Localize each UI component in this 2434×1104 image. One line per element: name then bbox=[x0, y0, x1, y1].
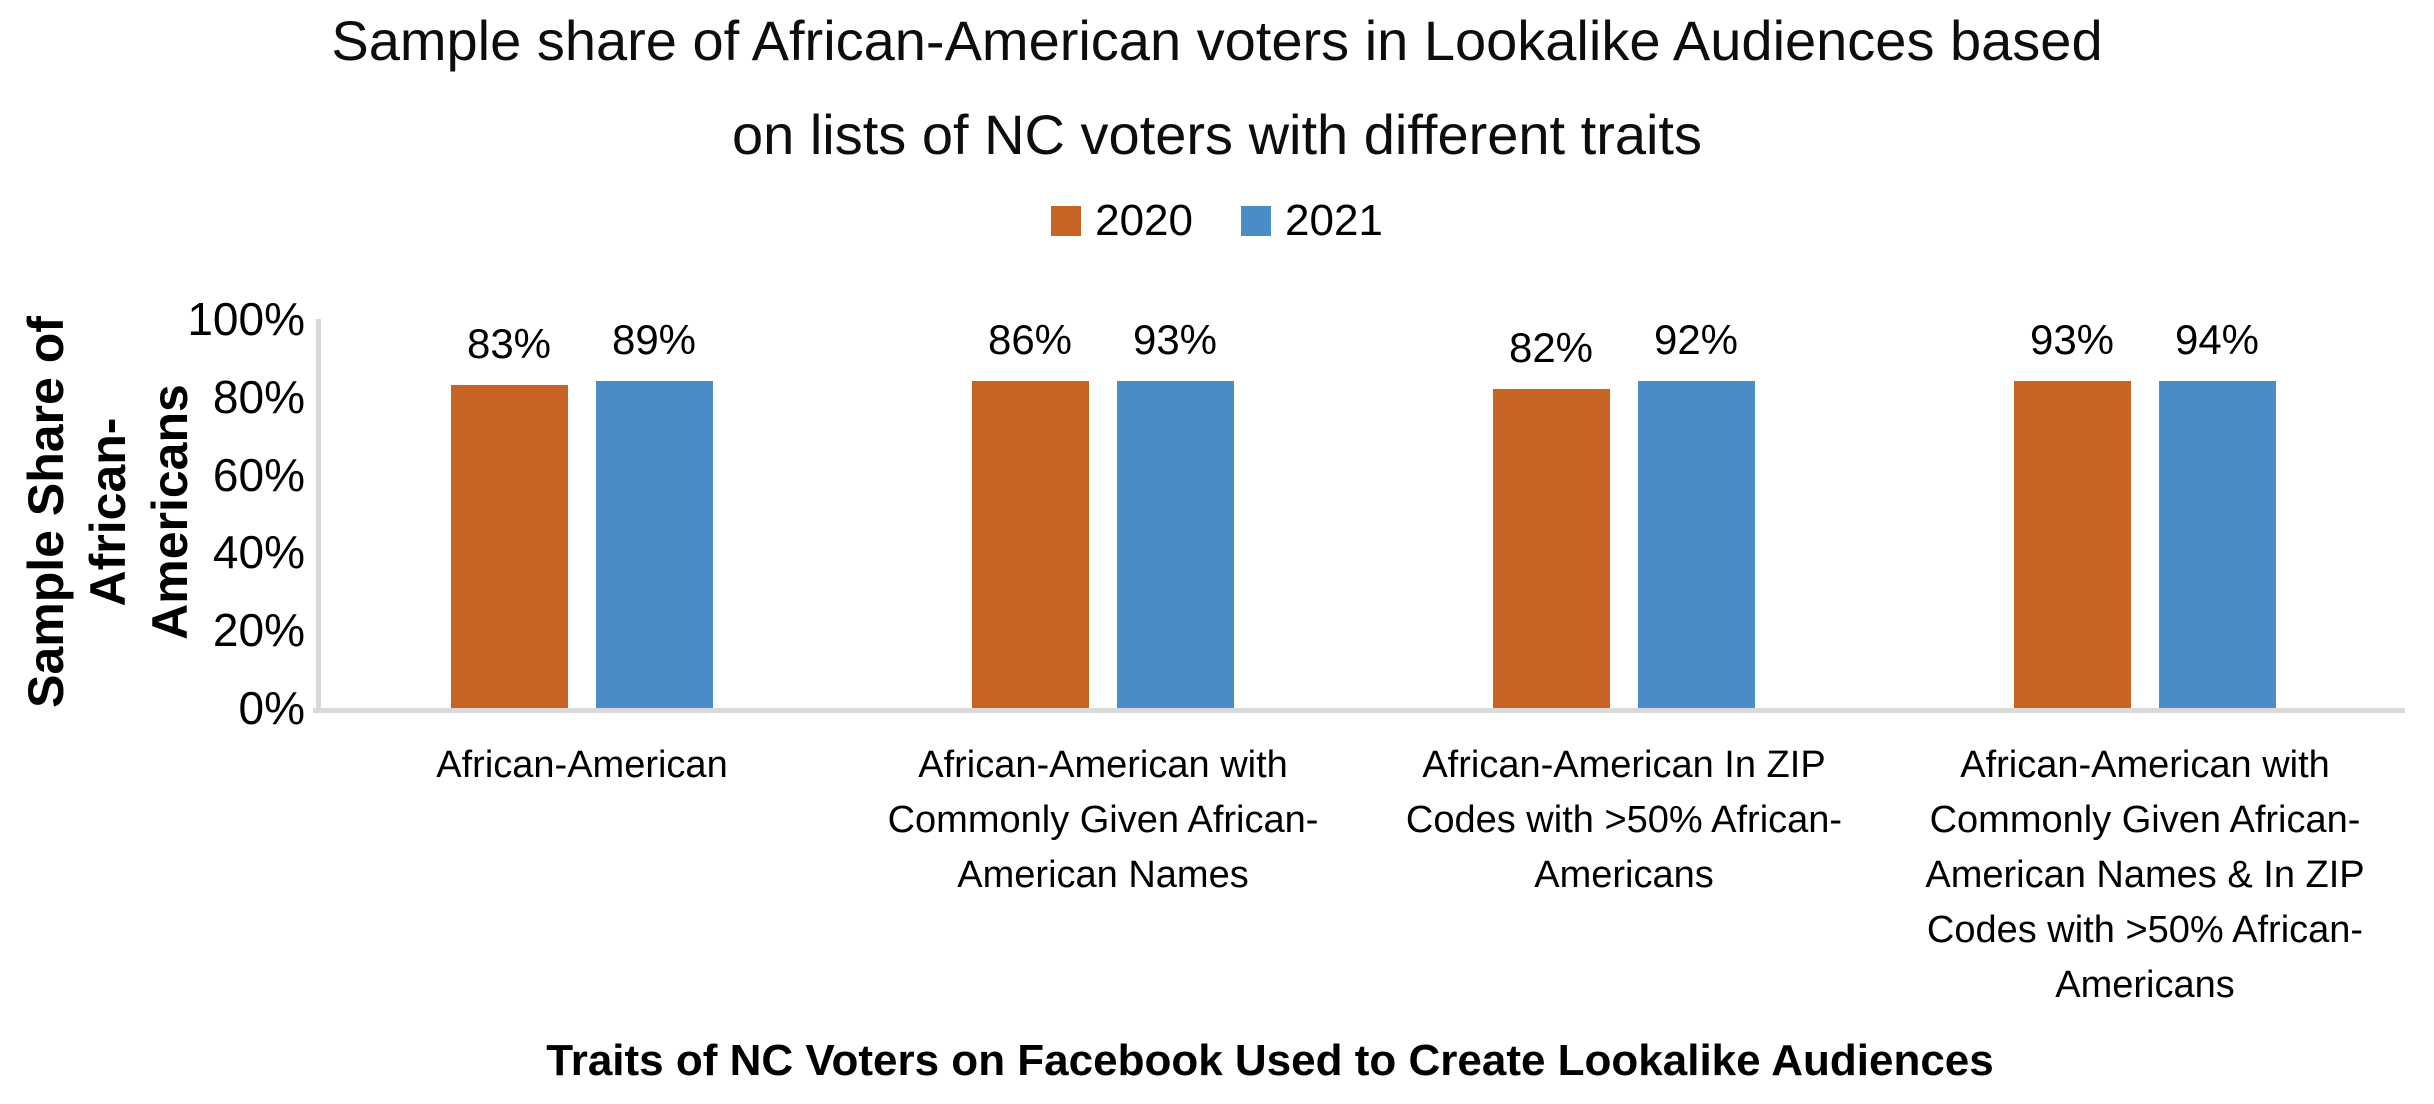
category-label-1: African-American bbox=[332, 738, 832, 793]
legend-swatch-2021 bbox=[1241, 206, 1271, 236]
bar-2020-group-2: 86% bbox=[971, 316, 1089, 708]
bar-2021-group-4: 94% bbox=[2158, 316, 2276, 708]
bar-group-3: 82% 92% bbox=[1363, 319, 1884, 708]
legend-label-2020: 2020 bbox=[1095, 196, 1193, 245]
bar-2020-group-1: 83% bbox=[450, 319, 568, 708]
y-axis-title-line-1: Sample Share of bbox=[18, 316, 74, 708]
bar-rect-2021-group-3 bbox=[1637, 381, 1755, 708]
bar-rect-2020-group-2 bbox=[971, 381, 1089, 708]
category-label-4-line-3: American Names & In ZIP bbox=[1925, 854, 2365, 896]
category-label-3-line-3: Americans bbox=[1534, 854, 1714, 896]
data-label-2020-group-3: 82% bbox=[1508, 324, 1594, 372]
bar-rect-2021-group-2 bbox=[1116, 381, 1234, 708]
bar-rect-2021-group-1 bbox=[595, 381, 713, 708]
y-tick-100: 100% bbox=[187, 293, 305, 345]
x-axis-title: Traits of NC Voters on Facebook Used to … bbox=[546, 1036, 1994, 1085]
legend: 2020 2021 bbox=[0, 196, 2434, 246]
plot-area: 83% 89% 86% 93% 82% 92% bbox=[321, 319, 2405, 708]
chart-title-line-2: on lists of NC voters with different tra… bbox=[732, 103, 1702, 166]
data-label-2021-group-2: 93% bbox=[1132, 316, 1218, 363]
category-label-3: African-American In ZIP Codes with >50% … bbox=[1374, 738, 1874, 903]
data-label-2020-group-2: 86% bbox=[987, 316, 1073, 363]
category-label-2-line-1: African-American with bbox=[918, 744, 1288, 786]
legend-item-2021: 2021 bbox=[1241, 196, 1383, 246]
bar-2021-group-1: 89% bbox=[595, 316, 713, 708]
category-label-3-line-1: African-American In ZIP bbox=[1422, 744, 1826, 786]
data-label-2020-group-1: 83% bbox=[466, 320, 552, 368]
y-tick-0: 0% bbox=[238, 682, 305, 734]
category-label-2-line-3: American Names bbox=[957, 854, 1249, 896]
bar-group-2: 86% 93% bbox=[842, 319, 1363, 708]
legend-swatch-2020 bbox=[1051, 206, 1082, 236]
data-label-2021-group-1: 89% bbox=[611, 316, 697, 363]
y-axis-title-line-2: African-Americans bbox=[80, 384, 198, 640]
legend-label-2021: 2021 bbox=[1285, 196, 1383, 245]
category-label-4-line-5: Americans bbox=[2055, 964, 2235, 1006]
chart-title: Sample share of African-American voters … bbox=[0, 0, 2434, 182]
x-axis-line bbox=[313, 708, 2405, 713]
bar-rect-2020-group-4 bbox=[2013, 381, 2131, 708]
bar-rect-2020-group-3 bbox=[1492, 389, 1610, 708]
category-label-1-line-1: African-American bbox=[436, 744, 728, 786]
bar-2021-group-2: 93% bbox=[1116, 316, 1234, 708]
data-label-2021-group-3: 92% bbox=[1653, 316, 1739, 363]
category-label-4-line-1: African-American with bbox=[1960, 744, 2330, 786]
y-tick-80: 80% bbox=[212, 371, 305, 423]
bar-group-4: 93% 94% bbox=[1884, 319, 2405, 708]
bar-rect-2020-group-1 bbox=[450, 385, 568, 708]
y-tick-20: 20% bbox=[212, 604, 305, 656]
bar-2020-group-3: 82% bbox=[1492, 319, 1610, 708]
bar-2020-group-4: 93% bbox=[2013, 316, 2131, 708]
y-axis-title: Sample Share of African-Americans bbox=[15, 292, 198, 732]
category-label-2-line-2: Commonly Given African- bbox=[887, 799, 1319, 841]
y-tick-60: 60% bbox=[212, 449, 305, 501]
data-label-2021-group-4: 94% bbox=[2174, 316, 2260, 363]
y-tick-40: 40% bbox=[212, 526, 305, 578]
bar-rect-2021-group-4 bbox=[2158, 381, 2276, 708]
data-label-2020-group-4: 93% bbox=[2029, 316, 2115, 363]
category-label-4-line-4: Codes with >50% African- bbox=[1926, 909, 2364, 951]
category-label-2: African-American with Commonly Given Afr… bbox=[853, 738, 1353, 903]
category-label-4-line-2: Commonly Given African- bbox=[1929, 799, 2361, 841]
y-axis-line bbox=[316, 319, 321, 713]
legend-item-2020: 2020 bbox=[1051, 196, 1193, 246]
bar-group-1: 83% 89% bbox=[321, 319, 842, 708]
category-label-4: African-American with Commonly Given Afr… bbox=[1895, 738, 2395, 1013]
category-label-3-line-2: Codes with >50% African- bbox=[1405, 799, 1843, 841]
chart-title-line-1: Sample share of African-American voters … bbox=[331, 9, 2103, 72]
bar-2021-group-3: 92% bbox=[1637, 316, 1755, 708]
